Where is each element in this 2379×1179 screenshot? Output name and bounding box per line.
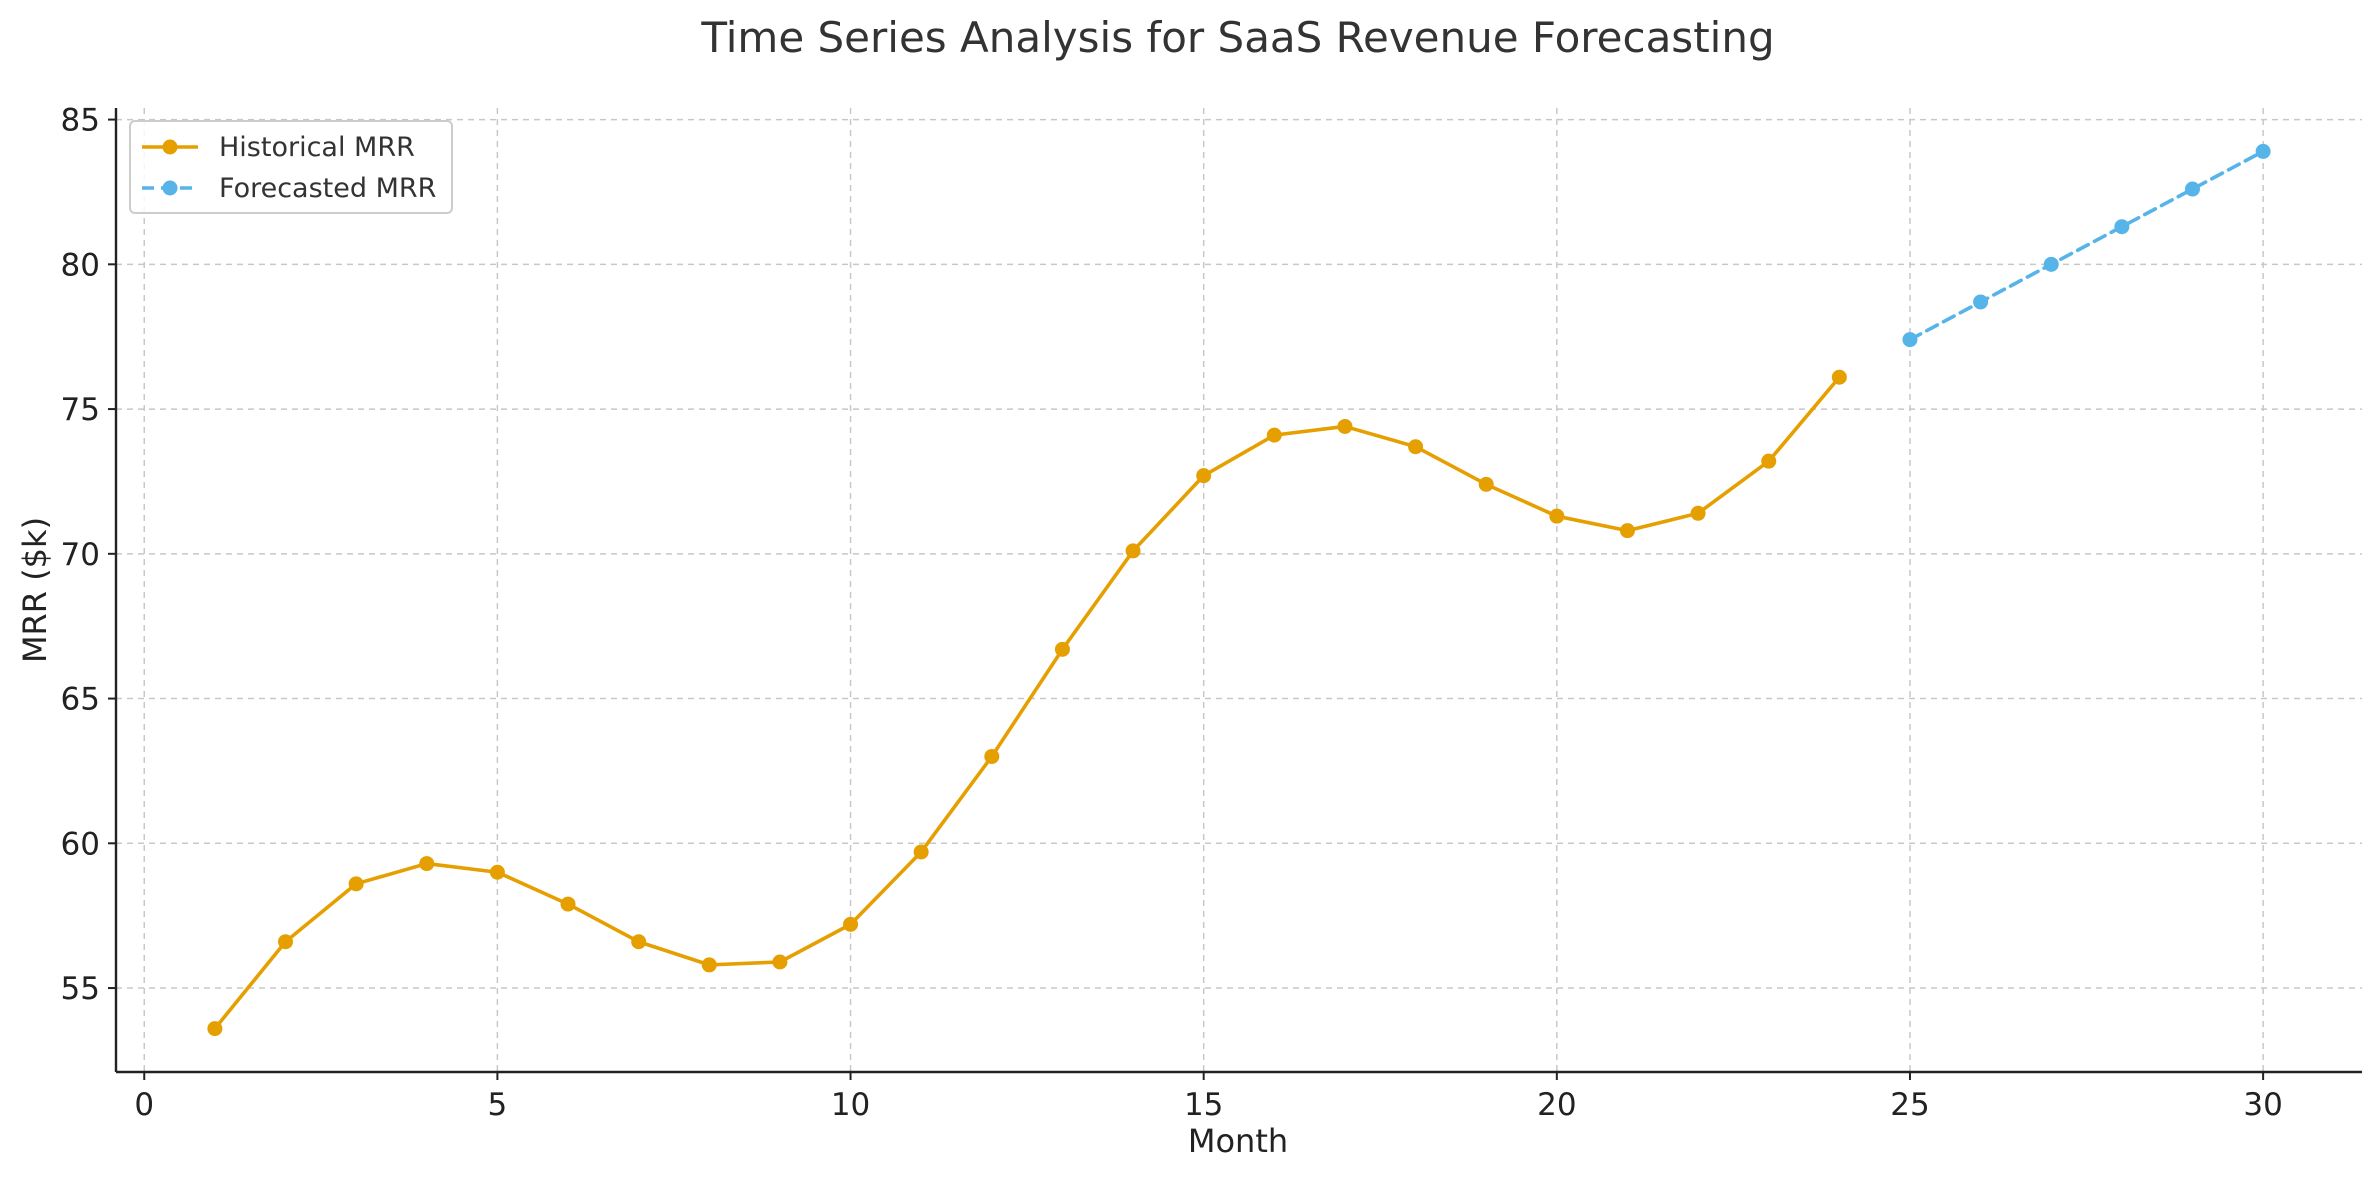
- y-tick-label: 70: [61, 537, 100, 573]
- x-axis-label: Month: [1188, 1122, 1288, 1160]
- x-tick-label: 20: [1537, 1087, 1576, 1123]
- y-axis-label: MRR ($k): [16, 517, 54, 663]
- y-tick-label: 75: [61, 392, 100, 428]
- data-point: [1054, 641, 1070, 657]
- x-tick-label: 10: [831, 1087, 870, 1123]
- data-point: [278, 934, 294, 950]
- data-point: [631, 934, 647, 950]
- data-point: [843, 916, 859, 932]
- data-point: [2255, 143, 2271, 159]
- data-point: [1619, 523, 1635, 539]
- series-line: [213, 375, 1842, 1031]
- x-tick-label: 15: [1184, 1087, 1223, 1123]
- axes: [114, 108, 2362, 1074]
- y-tick-label: 85: [61, 103, 100, 139]
- data-point: [1973, 294, 1989, 310]
- data-point: [489, 864, 505, 880]
- y-tick-label: 80: [61, 247, 100, 283]
- data-point: [984, 748, 1000, 764]
- data-point: [913, 844, 929, 860]
- data-point: [348, 876, 364, 892]
- data-point: [2043, 256, 2059, 272]
- legend-label: Historical MRR: [219, 132, 415, 163]
- data-point: [419, 856, 435, 872]
- data-point: [1478, 476, 1494, 492]
- data-point: [207, 1021, 223, 1037]
- data-point: [1196, 468, 1212, 484]
- data-point: [1690, 505, 1706, 521]
- legend-box: [129, 120, 453, 214]
- data-point: [1266, 427, 1282, 443]
- legend-label: Forecasted MRR: [219, 173, 436, 204]
- y-tick-label: 55: [61, 971, 100, 1007]
- data-point: [1337, 418, 1353, 434]
- data-point: [2184, 181, 2200, 197]
- series-forecasted: [1902, 143, 2271, 348]
- data-point: [1761, 453, 1777, 469]
- data-point: [1549, 508, 1565, 524]
- legend-marker: [162, 139, 178, 155]
- y-tick-label: 65: [61, 682, 100, 718]
- data-point: [560, 896, 576, 912]
- x-tick-label: 5: [488, 1087, 508, 1123]
- series-line: [1908, 149, 2265, 342]
- legend: Historical MRR Forecasted MRR: [129, 120, 453, 214]
- ticks: 0 5 10 15 20 25 30 55 60 65 70 75 80 85: [61, 103, 2283, 1123]
- series: [207, 143, 2271, 1037]
- data-point: [772, 954, 788, 970]
- data-point: [1125, 543, 1141, 559]
- x-tick-label: 25: [1890, 1087, 1929, 1123]
- grid: [116, 108, 2362, 1072]
- data-point: [1831, 369, 1847, 385]
- data-point: [1902, 332, 1918, 348]
- x-tick-label: 0: [134, 1087, 154, 1123]
- series-historical: [207, 369, 1847, 1037]
- data-point: [701, 957, 717, 973]
- y-tick-label: 60: [61, 826, 100, 862]
- data-point: [2114, 219, 2130, 235]
- chart-title: Time Series Analysis for SaaS Revenue Fo…: [700, 13, 1774, 62]
- x-tick-label: 30: [2243, 1087, 2282, 1123]
- data-point: [1408, 439, 1424, 455]
- legend-marker: [162, 180, 178, 196]
